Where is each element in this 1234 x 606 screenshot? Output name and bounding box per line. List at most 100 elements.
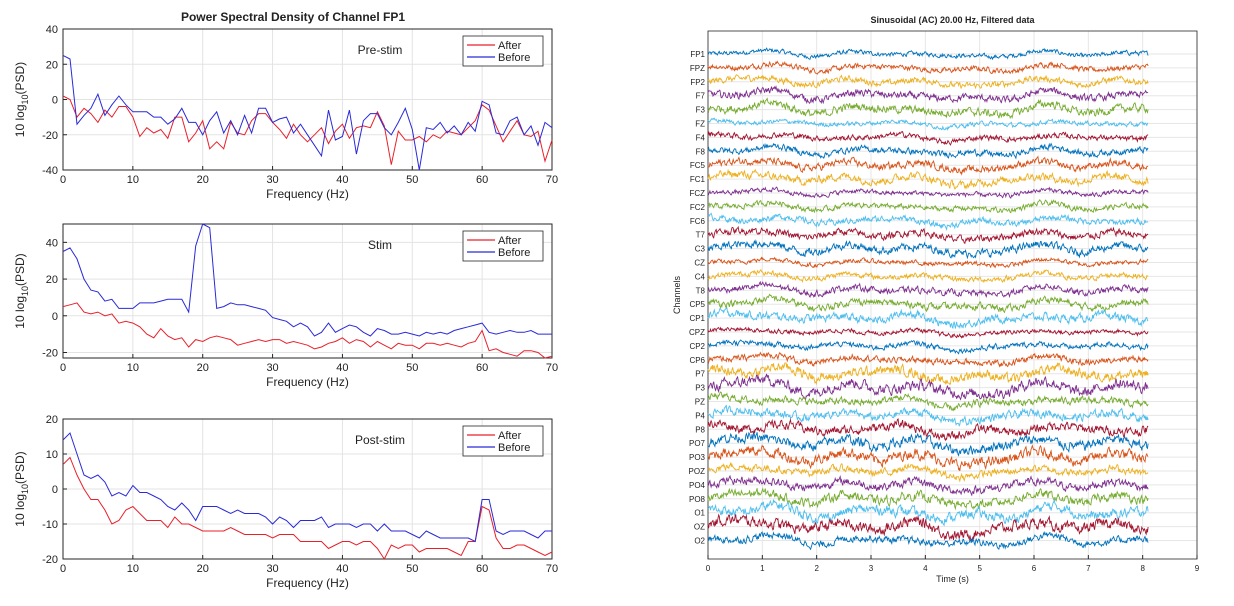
x-tick-label: 20	[197, 563, 209, 575]
y-tick-label: -20	[42, 347, 58, 359]
psd-title: Power Spectral Density of Channel FP1	[181, 10, 405, 24]
channel-label: F7	[696, 92, 706, 101]
x-tick-label: 10	[127, 563, 139, 575]
channel-label: C3	[695, 245, 706, 254]
channel-trace-pz	[707, 391, 1149, 412]
legend-entry: Before	[498, 247, 530, 259]
channel-trace-cpz	[707, 326, 1149, 339]
channel-trace-fc5	[707, 155, 1149, 176]
channel-trace-cp1	[707, 307, 1149, 330]
channel-trace-fc2	[707, 198, 1149, 214]
x-tick-label: 50	[406, 362, 418, 374]
channel-label: O2	[694, 537, 705, 546]
x-tick-label: 9	[1195, 564, 1200, 573]
channel-label: FZ	[695, 120, 705, 129]
legend-box	[462, 230, 544, 262]
x-tick-label: 70	[546, 362, 558, 374]
channel-trace-po7	[707, 431, 1149, 457]
channel-label: CZ	[694, 259, 705, 268]
channel-trace-fp1	[707, 47, 1149, 61]
channel-trace-fcz	[707, 186, 1149, 199]
channel-trace-cz	[707, 256, 1149, 269]
channel-label: FCZ	[689, 189, 705, 198]
psd-panel-3: 0 10 20 30 40 50 60 70 -20 -10 0 10 20 Frequency (Hz)…	[13, 414, 558, 590]
channel-label: P7	[695, 370, 705, 379]
panel-label: Pre-stim	[358, 43, 403, 57]
channel-label: F8	[696, 147, 706, 156]
x-tick-label: 50	[406, 563, 418, 575]
y-tick-label: 0	[52, 95, 58, 107]
legend-entry: After	[498, 430, 522, 442]
eeg-chart: Sinusoidal (AC) 20.00 Hz, Filtered data F…	[672, 15, 1200, 584]
x-tick-label: 5	[977, 564, 982, 573]
channel-label: FC5	[690, 161, 706, 170]
channel-label: CP6	[689, 356, 705, 365]
channel-trace-f7	[707, 84, 1149, 105]
x-tick-label: 60	[476, 174, 488, 186]
channel-trace-oz	[707, 513, 1149, 543]
x-tick-label: 3	[869, 564, 874, 573]
legend-box	[462, 35, 544, 67]
channel-label: O1	[694, 509, 705, 518]
y-tick-label: -20	[42, 554, 58, 566]
channel-trace-f8	[707, 142, 1149, 160]
x-tick-label: 6	[1032, 564, 1037, 573]
eeg-title: Sinusoidal (AC) 20.00 Hz, Filtered data	[870, 15, 1035, 25]
x-tick-label: 40	[336, 174, 348, 186]
channel-trace-p8	[707, 418, 1149, 442]
x-tick-label: 2	[814, 564, 819, 573]
y-axis-label: 10 log10(PSD)	[13, 62, 30, 137]
y-tick-label: 40	[46, 24, 58, 36]
series-after-line	[62, 302, 553, 359]
x-tick-label: 7	[1086, 564, 1091, 573]
channel-label: PO3	[689, 453, 706, 462]
channel-trace-f3	[707, 97, 1149, 120]
y-tick-label: -10	[42, 519, 58, 531]
channel-label: FC6	[690, 217, 706, 226]
channel-trace-t7	[707, 225, 1149, 245]
x-tick-label: 0	[60, 563, 66, 575]
channel-trace-po3	[708, 444, 1149, 472]
y-tick-label: 40	[46, 237, 58, 249]
channel-trace-fc1	[707, 168, 1149, 190]
channel-trace-p7	[707, 361, 1149, 386]
channel-label: C4	[695, 272, 706, 281]
series-after-line	[62, 456, 553, 561]
x-axis-label: Frequency (Hz)	[266, 576, 349, 590]
channel-label: F4	[696, 133, 706, 142]
x-tick-label: 30	[266, 174, 278, 186]
legend-entry: Before	[498, 442, 530, 454]
channel-trace-c3	[707, 239, 1149, 260]
channel-label: T8	[696, 286, 706, 295]
psd-figure: Power Spectral Density of Channel FP1 0 10…	[0, 0, 560, 601]
channel-label: FP1	[690, 50, 705, 59]
channel-trace-fc6	[707, 212, 1149, 231]
channel-label: FC2	[690, 203, 706, 212]
x-tick-label: 10	[127, 174, 139, 186]
x-axis-label: Time (s)	[936, 574, 969, 584]
channel-label: PO8	[689, 495, 706, 504]
psd-chart: Power Spectral Density of Channel FP1 0 10…	[13, 10, 558, 590]
x-tick-label: 0	[706, 564, 711, 573]
channel-trace-p3	[707, 373, 1149, 401]
channel-label: FP2	[690, 78, 705, 87]
channel-trace-po4	[707, 474, 1149, 497]
series-after-line	[62, 95, 553, 165]
channel-trace-cp6	[707, 351, 1149, 368]
y-tick-label: -40	[42, 165, 58, 177]
plot-frame	[62, 223, 553, 359]
channel-trace-o1	[707, 498, 1149, 527]
channel-trace-po8	[707, 487, 1149, 511]
channel-label: OZ	[694, 523, 705, 532]
x-tick-label: 0	[60, 362, 66, 374]
x-axis-label: Frequency (Hz)	[266, 187, 349, 201]
eeg-panel: Sinusoidal (AC) 20.00 Hz, Filtered data F…	[672, 15, 1200, 584]
channel-trace-poz	[707, 461, 1149, 483]
x-tick-label: 30	[266, 362, 278, 374]
x-tick-label: 30	[266, 563, 278, 575]
channel-label: T7	[696, 231, 706, 240]
x-tick-label: 60	[476, 563, 488, 575]
y-axis-label: 10 log10(PSD)	[13, 253, 30, 328]
y-tick-label: 20	[46, 274, 58, 286]
channel-label: F3	[696, 106, 706, 115]
